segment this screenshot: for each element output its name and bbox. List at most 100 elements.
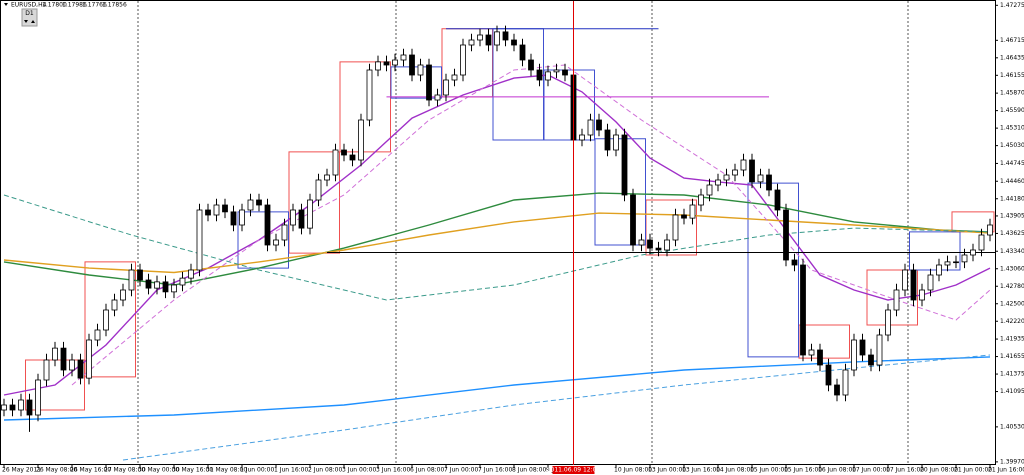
candle-body — [111, 299, 118, 311]
cursor-label: 2011.06.09 12:00 — [547, 467, 601, 474]
candle-body — [672, 214, 679, 241]
candle-body — [902, 269, 908, 291]
y-tick-label: 1.45030 — [1000, 142, 1024, 149]
candle-body — [179, 277, 186, 286]
symbol: EURUSD,H4 — [11, 2, 47, 9]
candle-body — [426, 64, 432, 101]
y-tick-label: 1.47275 — [1000, 2, 1024, 9]
y-tick-label: 1.41935 — [1000, 336, 1024, 343]
candle-body — [604, 129, 611, 151]
candle-body — [341, 149, 347, 156]
indicator-line — [3, 194, 991, 301]
candle-body — [460, 44, 466, 76]
period-button[interactable]: D1 — [21, 8, 38, 27]
candle-body — [154, 281, 160, 289]
candle-body — [332, 149, 339, 176]
candle-body — [528, 59, 534, 71]
quote-low: 1.17766 — [82, 2, 107, 9]
x-tick-label: 14 Jun 08:00 — [716, 467, 754, 474]
range-box — [237, 211, 289, 269]
y-tick-label: 1.44460 — [1000, 178, 1024, 185]
candle-body — [120, 289, 126, 301]
candle-body — [451, 74, 458, 81]
candle-body — [162, 281, 169, 293]
candle-body — [655, 247, 662, 251]
candle-body — [927, 274, 934, 291]
x-tick-label: 2 Jun 08:00 — [308, 467, 342, 474]
button-arrows[interactable] — [24, 20, 35, 23]
candle-body — [290, 209, 296, 226]
candle-body — [26, 399, 33, 416]
candle-body — [791, 259, 798, 266]
candle-body — [417, 64, 424, 76]
candle-body — [876, 334, 883, 366]
candle-body — [664, 239, 670, 251]
x-tick-label: 17 Jun 16:00 — [886, 467, 924, 474]
candle-body — [740, 159, 747, 171]
candle-body — [859, 339, 866, 356]
candle-body — [324, 174, 330, 181]
candle-body — [502, 31, 509, 41]
candle-body — [145, 279, 152, 289]
candle-body — [281, 224, 288, 241]
candle-body — [698, 194, 704, 206]
candle-body — [222, 204, 228, 213]
candle-body — [171, 284, 177, 293]
candle-body — [358, 119, 364, 161]
candle-body — [562, 69, 568, 76]
y-tick-label: 1.41095 — [1000, 388, 1024, 395]
candle-body — [511, 39, 517, 46]
candle-body — [757, 174, 764, 183]
candle-body — [392, 59, 398, 66]
range-box — [339, 61, 391, 153]
y-tick-label: 1.42780 — [1000, 283, 1024, 290]
candle-body — [86, 339, 92, 379]
y-tick-label: 1.42500 — [1000, 300, 1024, 307]
x-tick-label: 26 May 16:00 — [70, 467, 111, 474]
candle-body — [205, 209, 211, 216]
x-tick-label: 3 Jun 16:00 — [376, 467, 410, 474]
candle-body — [936, 264, 942, 276]
candle-body — [137, 269, 143, 281]
candle-body — [868, 354, 874, 366]
candle-body — [9, 404, 16, 411]
indicator-line — [3, 212, 991, 274]
candle-body — [536, 69, 543, 81]
range-box — [866, 269, 918, 326]
candle-body — [596, 119, 602, 131]
menu-arrow[interactable] — [4, 3, 8, 6]
range-box — [594, 138, 646, 246]
quote-high: 1.17986 — [62, 2, 87, 9]
y-tick-label: 1.41375 — [1000, 371, 1024, 378]
candle-body — [766, 174, 772, 191]
candle-body — [970, 249, 976, 256]
y-tick-label: 1.46155 — [1000, 72, 1024, 79]
candle-body — [485, 34, 492, 46]
button-label[interactable]: D1 — [25, 10, 34, 17]
candle-body — [315, 179, 322, 201]
candle-body — [987, 224, 993, 236]
y-tick-label: 1.43625 — [1000, 230, 1024, 237]
range-box — [84, 261, 136, 378]
candle-body — [842, 369, 849, 396]
candle-body — [825, 364, 832, 386]
candle-body — [18, 399, 24, 411]
x-tick-label: 30 May 00:00 — [138, 467, 179, 474]
y-tick-label: 1.43060 — [1000, 265, 1024, 272]
x-tick-label: 31 May 08:00 — [206, 467, 247, 474]
candle-body — [77, 359, 84, 379]
indicator-line — [122, 354, 991, 461]
x-tick-label: 1 Jun 16:00 — [274, 467, 308, 474]
candle-body — [953, 261, 959, 264]
candle-body — [69, 359, 75, 371]
candle-body — [587, 119, 594, 136]
y-tick-label: 1.43340 — [1000, 248, 1024, 255]
candle-body — [247, 199, 254, 211]
candle-body — [35, 379, 41, 416]
candle-body — [256, 199, 262, 206]
candle-body — [715, 179, 721, 186]
x-tick-label: 20 Jun 08:00 — [920, 467, 958, 474]
candle-body — [375, 61, 381, 71]
